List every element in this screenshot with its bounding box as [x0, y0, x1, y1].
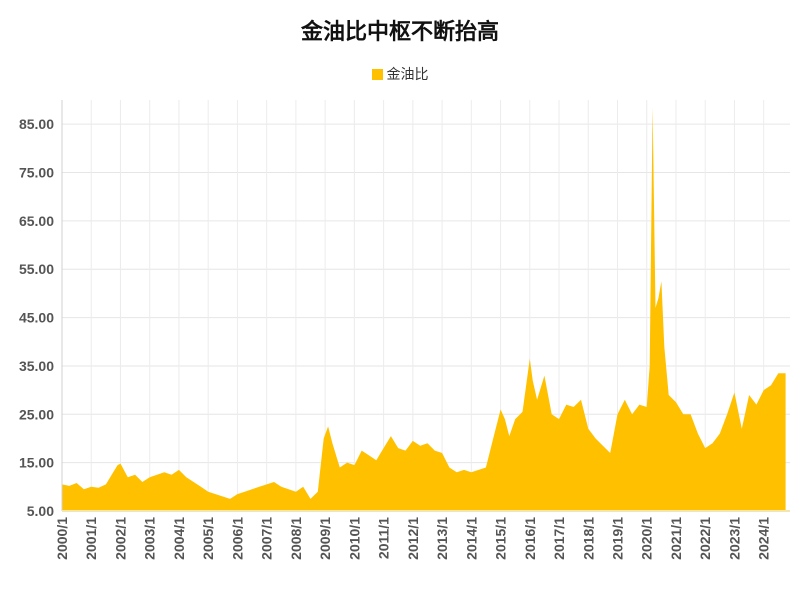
- x-tick-label: 2004/1: [171, 517, 187, 560]
- x-tick-label: 2010/1: [346, 517, 362, 560]
- y-tick-label: 15.00: [19, 455, 54, 471]
- x-tick-label: 2016/1: [522, 517, 538, 560]
- legend-label: 金油比: [386, 67, 429, 83]
- x-tick-label: 2014/1: [463, 517, 479, 560]
- x-tick-label: 2002/1: [112, 517, 128, 560]
- x-tick-label: 2018/1: [580, 517, 596, 560]
- axes: 5.00 15.00 25.00 35.00 45.00 55.00 65.00 75.00 8…: [19, 100, 790, 560]
- area-series: [62, 107, 786, 512]
- x-tick-label: 2017/1: [551, 517, 567, 560]
- y-tick-label: 85.00: [19, 116, 54, 132]
- y-tick-label: 25.00: [19, 406, 54, 422]
- legend: 金油比: [0, 64, 800, 84]
- legend-swatch: [371, 69, 383, 80]
- x-tick-label: 2024/1: [756, 517, 772, 560]
- y-tick-label: 5.00: [27, 503, 54, 519]
- x-tick-label: 2013/1: [434, 517, 450, 560]
- x-tick-label: 2011/1: [376, 517, 392, 559]
- area-series-fill: [62, 107, 786, 512]
- x-tick-label: 2023/1: [726, 517, 742, 560]
- x-tick-label: 2019/1: [610, 517, 626, 560]
- x-tick-label: 2000/1: [54, 517, 70, 560]
- x-tick-label: 2012/1: [405, 517, 421, 560]
- y-tick-label: 75.00: [19, 165, 54, 181]
- y-tick-label: 55.00: [19, 261, 54, 277]
- x-tick-label: 2007/1: [259, 517, 275, 560]
- x-tick-label: 2008/1: [288, 517, 304, 560]
- y-tick-label: 65.00: [19, 213, 54, 229]
- x-tick-label: 2006/1: [229, 517, 245, 560]
- watermark: 雪球：日新富: [652, 561, 778, 585]
- x-tick-label: 2005/1: [200, 517, 216, 560]
- y-tick-label: 45.00: [19, 310, 54, 326]
- y-tick-label: 35.00: [19, 358, 54, 374]
- x-tick-label: 2001/1: [83, 517, 99, 560]
- x-tick-label: 2020/1: [639, 517, 655, 560]
- x-tick-label: 2022/1: [697, 517, 713, 560]
- x-tick-label: 2003/1: [142, 517, 158, 560]
- x-tick-label: 2009/1: [317, 517, 333, 560]
- chart-title: 金油比中枢不断抬高: [300, 20, 499, 45]
- x-tick-label: 2021/1: [668, 517, 684, 560]
- x-tick-label: 2015/1: [493, 517, 509, 560]
